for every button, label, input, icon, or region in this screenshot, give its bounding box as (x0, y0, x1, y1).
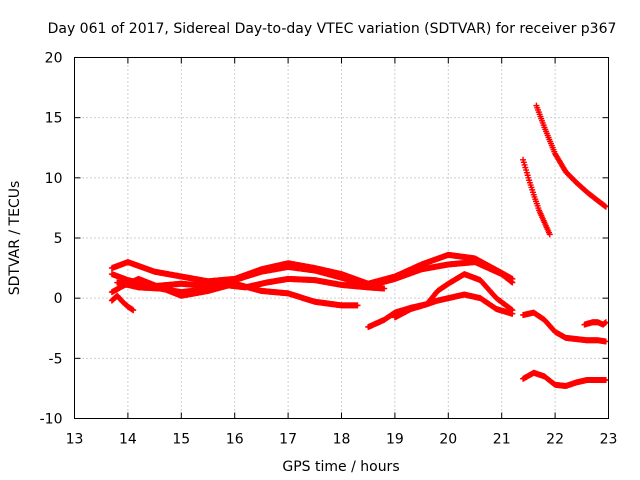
data-point (509, 307, 516, 314)
grid-lines (74, 57, 609, 419)
x-tick-label: 20 (439, 432, 457, 448)
x-tick-label: 13 (66, 432, 84, 448)
y-tick-label: 5 (54, 231, 63, 247)
x-tick-label: 17 (279, 432, 297, 448)
y-tick-label: -10 (40, 412, 63, 428)
data-point (602, 376, 609, 383)
x-tick-label: 21 (493, 432, 511, 448)
series-track-d (108, 275, 361, 309)
x-tick-label: 22 (546, 432, 564, 448)
data-point (546, 231, 553, 238)
data-point (130, 307, 137, 314)
series-track-h (520, 156, 553, 238)
series-track-i (533, 102, 609, 210)
plot-frame (74, 57, 609, 419)
x-tick-labels: 13 14 15 16 17 18 19 20 21 22 23 (66, 432, 618, 448)
x-tick-label: 15 (172, 432, 190, 448)
data-point (509, 279, 516, 286)
series-track-j (520, 309, 609, 345)
y-tick-label: 0 (54, 291, 63, 307)
x-tick-label: 19 (386, 432, 404, 448)
chart-title: Day 061 of 2017, Sidereal Day-to-day VTE… (48, 21, 617, 37)
data-point (602, 338, 609, 345)
series-track-l (520, 369, 609, 390)
data-point (602, 319, 609, 326)
y-tick-label: 20 (45, 51, 63, 67)
data-point (354, 302, 361, 309)
data-points (108, 102, 609, 390)
y-axis-label: SDTVAR / TECUs (7, 181, 23, 296)
y-tick-label: 10 (45, 171, 63, 187)
y-tick-labels: -10 -5 0 5 10 15 20 (40, 51, 63, 428)
x-axis-label: GPS time / hours (282, 459, 399, 475)
series-track-k (581, 319, 609, 328)
x-tick-label: 18 (333, 432, 351, 448)
x-tick-label: 23 (600, 432, 618, 448)
data-point (601, 320, 608, 327)
data-point (602, 203, 609, 210)
x-tick-label: 14 (119, 432, 137, 448)
y-tick-label: -5 (49, 351, 63, 367)
y-tick-label: 15 (45, 111, 63, 127)
series-track-g (391, 271, 516, 321)
series-track-e (108, 292, 137, 314)
x-tick-label: 16 (226, 432, 244, 448)
data-point (381, 285, 388, 292)
